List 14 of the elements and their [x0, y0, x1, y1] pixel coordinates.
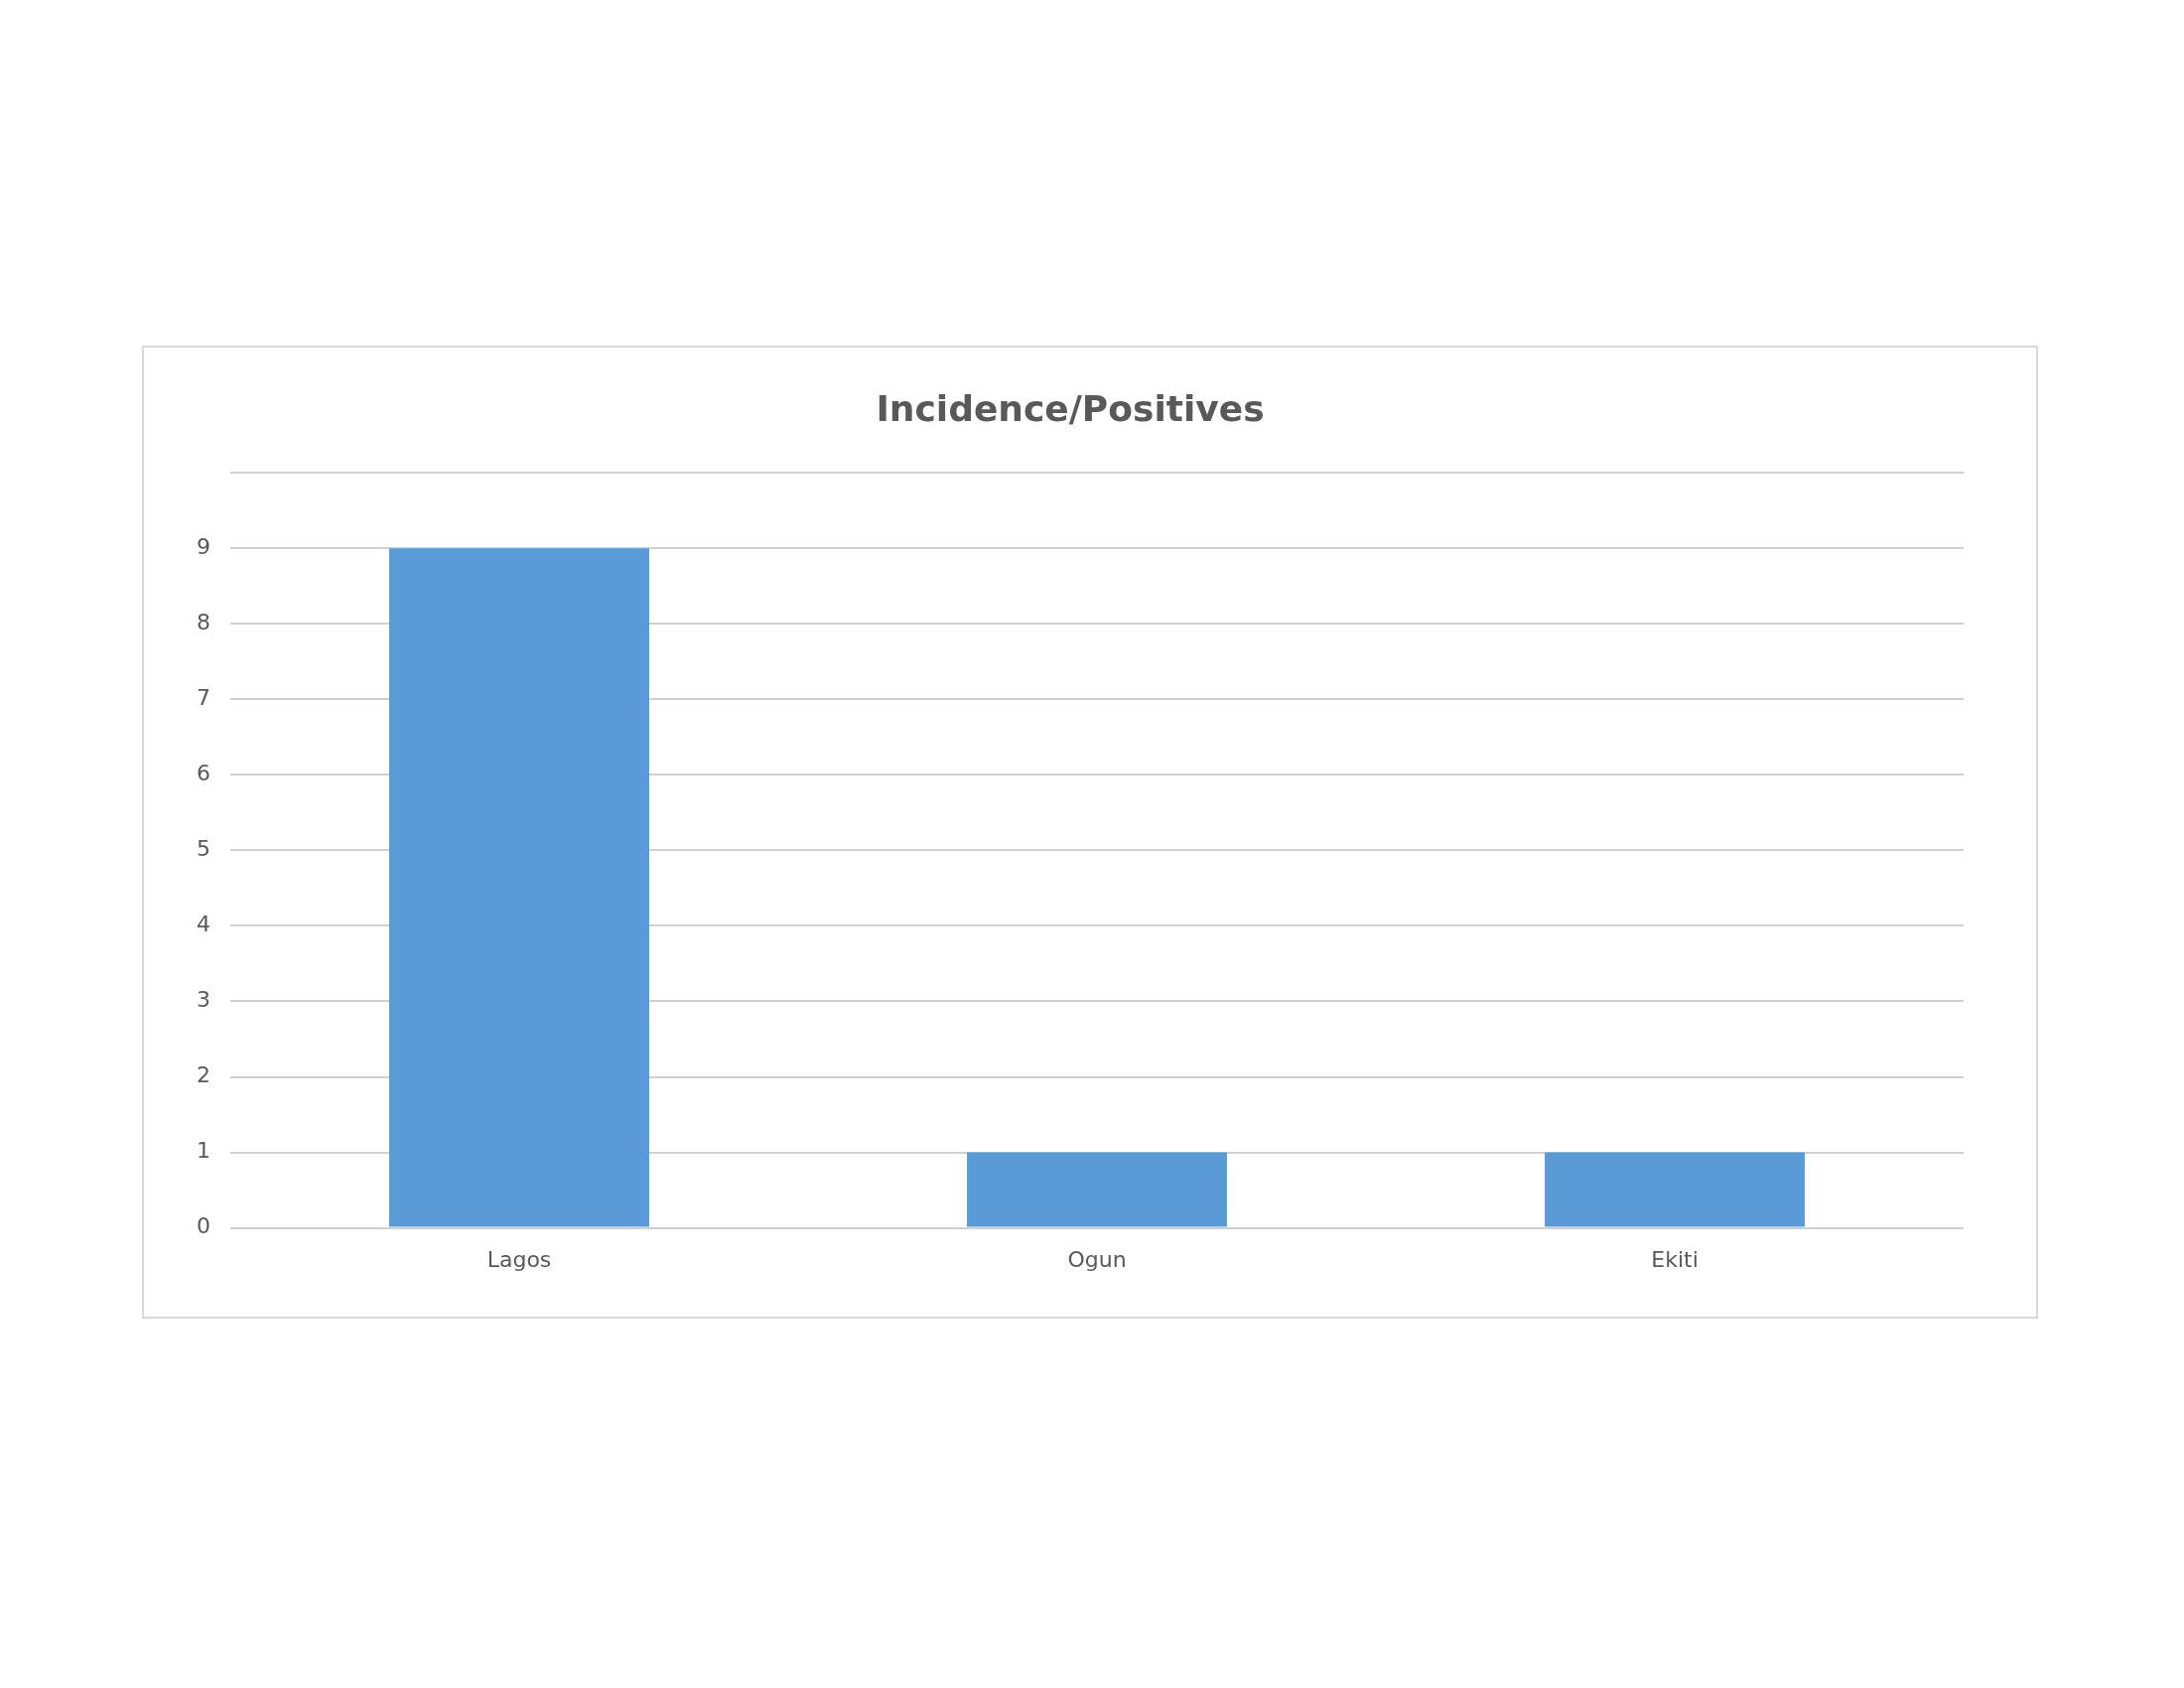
y-tick-label: 9 — [197, 533, 210, 559]
x-tick-label: Lagos — [486, 1246, 552, 1272]
chart-title: Incidence/Positives — [876, 387, 1265, 429]
y-tick-label: 0 — [197, 1213, 210, 1239]
y-tick-label: 2 — [197, 1062, 210, 1088]
x-tick-label: Ogun — [1067, 1246, 1127, 1272]
y-tick-label: 7 — [197, 685, 210, 711]
y-tick-label: 5 — [197, 836, 210, 862]
y-tick-label: 8 — [197, 610, 210, 634]
y-tick-label: 1 — [197, 1138, 210, 1164]
y-tick-label: 4 — [197, 912, 210, 937]
y-tick-label: 6 — [197, 761, 210, 786]
x-tick-label: Ekiti — [1651, 1246, 1699, 1272]
y-tick-label: 3 — [197, 987, 210, 1013]
